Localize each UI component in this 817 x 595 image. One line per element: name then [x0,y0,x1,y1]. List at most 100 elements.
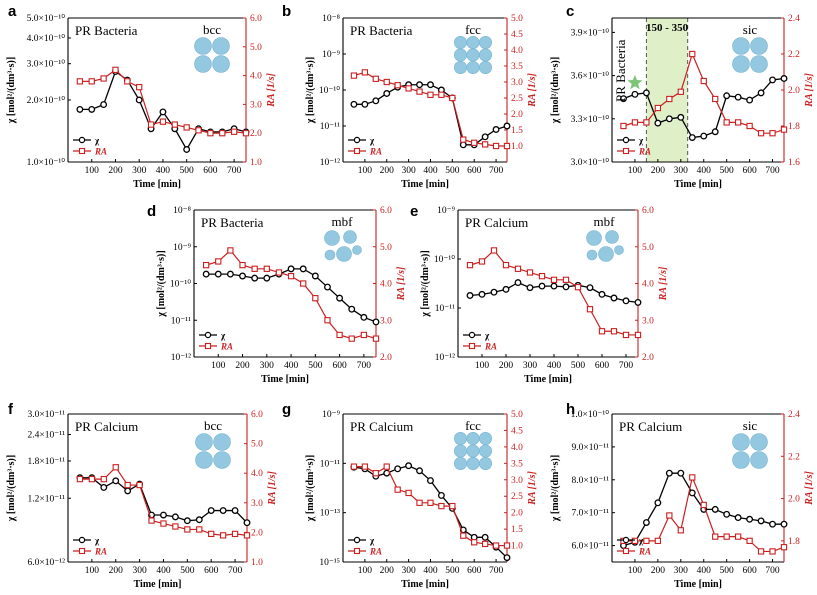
legend-marker [622,547,630,555]
ra-data-point [481,540,489,548]
y-right-tick-label: 3.0 [511,476,523,486]
legend-marker [78,147,86,155]
ra-data-point [746,537,753,545]
ra-data-point [219,130,226,137]
ra-data-point [427,91,434,98]
x-axis-title: Time [min] [524,374,572,385]
y-right-tick-label: 4.0 [511,443,523,453]
chi-data-point [642,89,650,97]
y-left-tick-label: 10⁻¹³ [320,509,340,519]
ra-data-point [183,124,190,131]
sphere-icon [478,48,492,62]
ra-data-point [689,474,696,481]
chi-data-point [757,89,765,97]
structure-label: mbf [332,214,354,229]
chi-data-point [76,105,84,113]
chi-data-point [427,81,434,89]
x-tick-label: 100 [628,166,643,176]
chi-data-point [251,274,259,282]
x-tick-label: 400 [156,166,171,176]
y-right-tick-label: 1.8 [788,537,800,547]
ra-data-point [586,306,594,313]
ra-data-point [677,88,684,95]
ra-data-point [734,533,742,540]
y-left-tick-label: 10⁻¹² [320,158,340,168]
structure-label: fcc [465,418,481,433]
ra-data-point [610,328,618,335]
y-right-tick-label: 1.5 [511,525,523,535]
x-tick-label: 200 [499,361,514,371]
y-right-tick-label: 5.0 [642,243,654,253]
legend-marker [78,536,86,544]
chi-data-point [481,533,489,541]
sphere-icon [605,230,619,244]
chart-panel-a: 100 200 300 400 500 600 700 Time [min] 1.0×10⁻¹⁰… [6,3,277,190]
y-left-tick-label: 2.0×10⁻¹⁰ [27,95,66,106]
sphere-icon [466,431,480,445]
y-left-axis-title: χ [mol²/(dm³·s)] [156,250,167,317]
y-right-tick-label: 2.4 [788,14,800,24]
legend-label: RA [94,147,107,157]
x-tick-label: 300 [132,566,147,576]
ra-data-point [780,544,788,551]
ra-data-point [757,548,765,555]
y-left-tick-label: 5.0×10⁻¹⁰ [27,13,66,24]
chi-data-point [183,517,191,525]
sphere-icon [453,60,467,74]
y-left-axis-title: χ [mol²/(dm³·s)] [550,57,561,124]
sphere-icon [478,60,492,74]
x-tick-label: 700 [619,361,634,371]
sphere-icon [352,245,362,255]
y-left-tick-label: 3.0×10⁻¹⁰ [571,157,610,168]
y-left-tick-label: 2.4×10⁻¹¹ [28,431,66,441]
y-left-tick-label: 1.0×10⁻¹⁰ [27,157,66,168]
x-tick-label: 700 [228,566,243,576]
ra-data-point [502,261,510,269]
ra-data-point [112,66,119,73]
y-left-tick-label: 10⁻¹² [171,353,191,363]
ra-data-point [574,284,582,291]
y-right-axis-title: RA [1/s] [266,73,277,108]
x-tick-label: 700 [489,566,504,576]
ra-data-point [383,463,390,470]
chi-data-point [466,292,474,299]
y-right-tick-label: 4.0 [642,280,654,290]
ra-data-point [769,548,776,555]
structure-label: bcc [204,418,222,433]
chi-data-point [503,554,511,562]
chi-data-point [394,465,402,473]
legend-label: χ [638,536,644,546]
y-right-tick-label: 3.5 [511,62,523,72]
chi-data-point [688,134,696,141]
chart-panel-g: 100 200 300 400 500 600 700 Time [min] 10⁻¹⁵ 10⁻¹… [282,401,538,590]
x-tick-label: 400 [156,566,171,576]
legend-label: χ [94,536,100,546]
ra-data-point [471,539,478,546]
panel-title: PR Calcium [350,419,413,434]
legend-label: χ [369,136,375,146]
legend-label: RA [220,342,233,352]
sphere-icon [732,37,750,55]
legend-marker [468,331,476,339]
chi-data-point [514,279,522,287]
legend-label: RA [484,342,497,352]
ra-data-point [350,463,358,470]
y-left-tick-label: 10⁻¹¹ [435,304,455,314]
ra-data-point [503,142,511,150]
y-right-tick-label: 2.0 [511,509,523,519]
y-left-tick-label: 9.0×10⁻¹¹ [572,443,610,453]
x-tick-label: 200 [235,361,250,371]
y-right-tick-label: 6.0 [642,206,654,216]
y-left-tick-label: 10⁻⁹ [322,410,341,420]
ra-data-point [360,331,368,339]
y-right-tick-label: 5.0 [511,14,523,24]
structure-label: sic [743,22,758,37]
y-left-tick-label: 10⁻¹⁰ [170,279,191,290]
y-right-tick-label: 3.5 [511,459,523,469]
chi-data-point [100,483,108,491]
y-right-tick-label: 3.0 [251,499,263,509]
y-left-tick-label: 10⁻¹² [435,353,455,363]
y-right-tick-label: 2.0 [511,110,523,120]
ra-data-point [100,75,107,82]
panel-title: PR Bacteria [350,23,413,38]
